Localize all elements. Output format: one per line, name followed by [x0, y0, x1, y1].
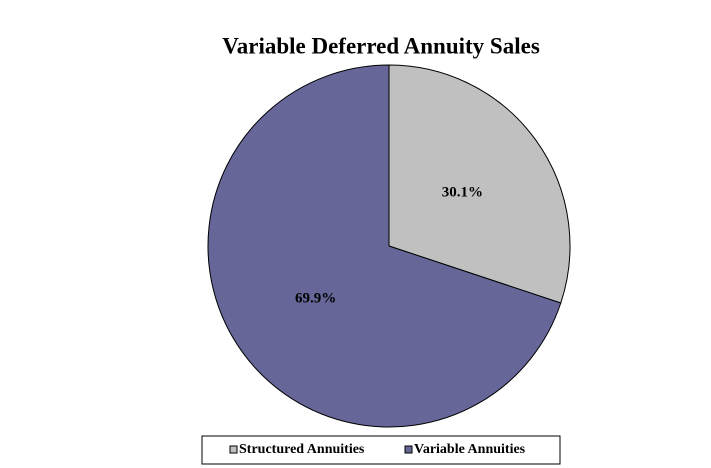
- legend-swatch: [404, 445, 413, 454]
- legend: [201, 435, 561, 465]
- chart-title: Variable Deferred Annuity Sales: [222, 33, 540, 58]
- legend-label: Structured Annuities: [239, 442, 365, 457]
- legend-swatch: [229, 445, 238, 454]
- pie-slice: [388, 64, 571, 304]
- legend-label: Variable Annuities: [414, 442, 526, 457]
- data-label: 69.9%: [295, 290, 336, 306]
- pie-slice: [207, 64, 562, 428]
- data-label: 30.1%: [442, 184, 483, 200]
